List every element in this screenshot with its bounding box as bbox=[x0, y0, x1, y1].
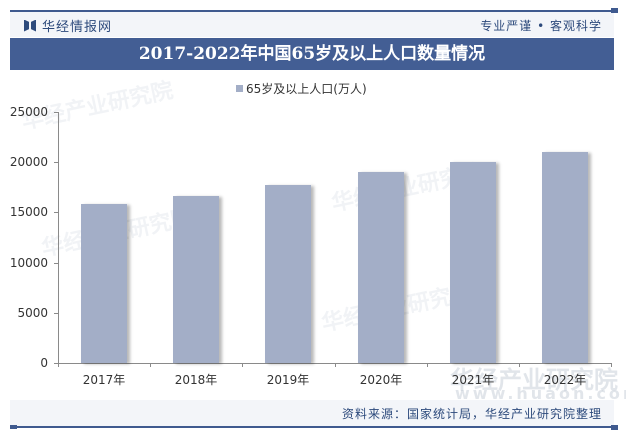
bar-2021年 bbox=[450, 162, 496, 363]
y-tick-label: 0 bbox=[40, 356, 48, 370]
header-cap bbox=[611, 8, 618, 13]
x-tick bbox=[242, 363, 243, 367]
x-tick bbox=[58, 363, 59, 367]
y-tick bbox=[54, 363, 58, 364]
legend-swatch-icon bbox=[236, 85, 243, 92]
bar-2017年 bbox=[81, 204, 127, 363]
brand-name: 华经情报网 bbox=[42, 20, 113, 35]
bar-2022年 bbox=[542, 152, 588, 363]
header-bar: 华经情报网 专业严谨 • 客观科学 bbox=[10, 8, 618, 37]
bar-2020年 bbox=[358, 172, 404, 363]
x-tick-label: 2019年 bbox=[266, 373, 310, 387]
bar-2018年 bbox=[173, 196, 219, 363]
legend: 65岁及以上人口(万人) bbox=[236, 80, 367, 97]
x-tick-label: 2021年 bbox=[451, 373, 495, 387]
y-tick bbox=[54, 313, 58, 314]
x-tick bbox=[427, 363, 428, 367]
footer-cap bbox=[10, 425, 17, 429]
x-tick-label: 2022年 bbox=[543, 373, 587, 387]
brand: 华经情报网 bbox=[24, 16, 112, 35]
y-tick-label: 15000 bbox=[9, 205, 48, 219]
x-tick-label: 2020年 bbox=[359, 373, 403, 387]
y-axis bbox=[58, 112, 59, 363]
x-tick bbox=[335, 363, 336, 367]
footer-cap bbox=[611, 425, 618, 430]
x-tick-label: 2017年 bbox=[82, 373, 126, 387]
y-tick bbox=[54, 162, 58, 163]
y-tick-label: 25000 bbox=[9, 105, 48, 119]
y-tick-label: 5000 bbox=[17, 306, 48, 320]
y-tick-label: 20000 bbox=[9, 155, 48, 169]
bar-2019年 bbox=[265, 185, 311, 363]
legend-label: 65岁及以上人口(万人) bbox=[246, 82, 367, 96]
source-note: 资料来源：国家统计局，华经产业研究院整理 bbox=[341, 407, 602, 421]
x-axis bbox=[58, 363, 611, 364]
x-tick-label: 2018年 bbox=[174, 373, 218, 387]
x-tick bbox=[150, 363, 151, 367]
y-tick bbox=[54, 212, 58, 213]
slogan: 专业严谨 • 客观科学 bbox=[480, 19, 602, 33]
y-tick bbox=[54, 112, 58, 113]
y-tick bbox=[54, 263, 58, 264]
y-tick-label: 10000 bbox=[9, 256, 48, 270]
x-tick bbox=[519, 363, 520, 367]
x-tick bbox=[611, 363, 612, 367]
footer-bar: 资料来源：国家统计局，华经产业研究院整理 bbox=[10, 400, 618, 430]
chart-title: 2017-2022年中国65岁及以上人口数量情况 bbox=[10, 38, 614, 70]
